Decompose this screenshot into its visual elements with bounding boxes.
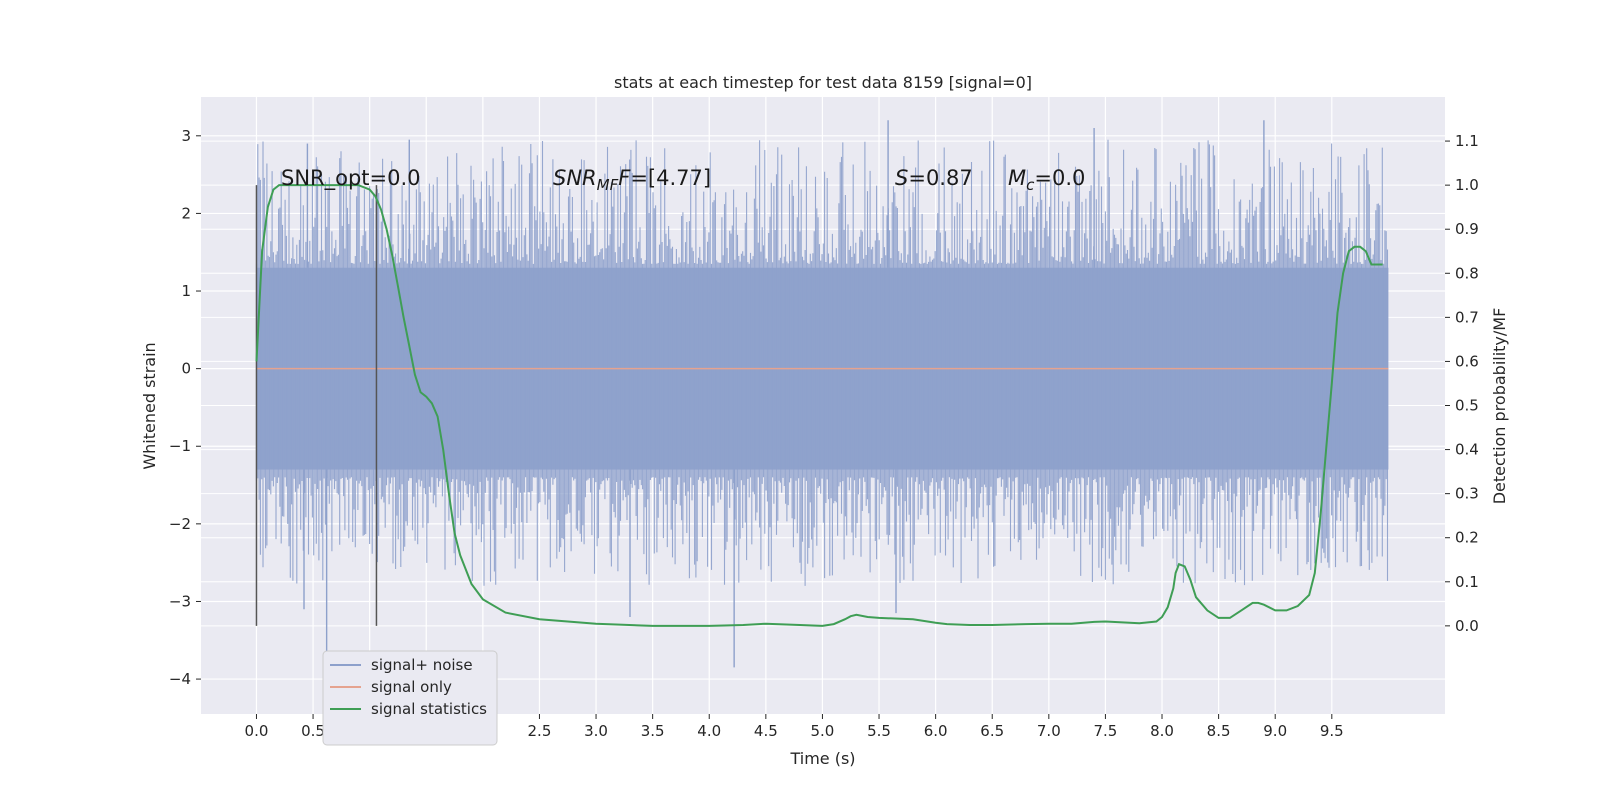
- annotation-snr-mf: SNRMFF=[4.77]: [553, 166, 711, 194]
- x-tick-label: 0.5: [301, 722, 325, 740]
- x-axis-label: Time (s): [789, 749, 855, 768]
- snr-mf-f: F: [618, 166, 631, 190]
- y-left-tick-label: 0: [181, 360, 191, 378]
- y-left-tick-label: −4: [169, 670, 191, 688]
- legend-label-statistics: signal statistics: [371, 700, 487, 718]
- annotation-mc: Mc=0.0: [1008, 166, 1085, 194]
- y-right-tick-labels: 1.1 1.0 0.9 0.8 0.7 0.6 0.5 0.4 0.3 0.2 0.1 0.0: [1445, 132, 1479, 635]
- y-right-tick-label: 0.6: [1455, 352, 1479, 370]
- legend: signal+ noise signal only signal statist…: [322, 650, 498, 746]
- y-left-tick-label: −3: [169, 592, 191, 610]
- snr-mf-main: SNR: [553, 166, 597, 190]
- y-right-tick-label: 0.8: [1455, 264, 1479, 282]
- y-right-tick-label: 0.4: [1455, 441, 1479, 459]
- x-tick-label: 2.5: [528, 722, 552, 740]
- y-right-axis-label: Detection probability/MF: [1490, 308, 1509, 505]
- y-right-tick-label: 0.3: [1455, 485, 1479, 503]
- annotation-snr-opt: SNR_opt=0.0: [281, 166, 421, 191]
- legend-label-signal-only: signal only: [371, 678, 452, 696]
- y-right-tick-label: 0.2: [1455, 529, 1479, 547]
- x-tick-label: 3.5: [641, 722, 665, 740]
- y-left-tick-label: 3: [181, 127, 191, 145]
- y-right-tick-label: 0.1: [1455, 573, 1479, 591]
- snr-mf-val: =[4.77]: [630, 166, 711, 190]
- mc-main: M: [1008, 166, 1026, 190]
- x-tick-label: 6.5: [980, 722, 1004, 740]
- s-val: =0.87: [908, 166, 972, 190]
- x-tick-label: 8.5: [1207, 722, 1231, 740]
- mc-val: =0.0: [1034, 166, 1085, 190]
- legend-box: [322, 650, 498, 746]
- x-tick-label: 5.5: [867, 722, 891, 740]
- y-right-tick-label: 0.7: [1455, 308, 1479, 326]
- y-right-tick-label: 1.0: [1455, 176, 1479, 194]
- legend-label-noise: signal+ noise: [371, 656, 473, 674]
- x-tick-label: 5.0: [811, 722, 835, 740]
- x-tick-label: 0.0: [245, 722, 269, 740]
- y-right-tick-label: 0.0: [1455, 617, 1479, 635]
- y-left-tick-label: −2: [169, 515, 191, 533]
- annotation-s: S=0.87: [895, 166, 973, 190]
- x-tick-label: 9.5: [1320, 722, 1344, 740]
- y-right-tick-label: 1.1: [1455, 132, 1479, 150]
- x-tick-label: 3.0: [584, 722, 608, 740]
- y-left-tick-labels: 3 2 1 0 −1 −2 −3 −4: [169, 127, 201, 688]
- x-tick-label: 7.5: [1093, 722, 1117, 740]
- vertical-markers: [255, 185, 378, 626]
- y-left-tick-label: 1: [181, 282, 191, 300]
- signal-statistics-series: [255, 184, 1383, 627]
- x-tick-label: 6.0: [924, 722, 948, 740]
- y-right-tick-label: 0.9: [1455, 220, 1479, 238]
- x-tick-label: 4.5: [754, 722, 778, 740]
- s-main: S: [895, 166, 908, 190]
- y-right-tick-label: 0.5: [1455, 397, 1479, 415]
- chart-title: stats at each timestep for test data 815…: [614, 73, 1032, 92]
- y-left-axis-label: Whitened strain: [140, 342, 159, 469]
- mc-sub: c: [1026, 176, 1035, 194]
- x-tick-label: 7.0: [1037, 722, 1061, 740]
- x-tick-label: 9.0: [1263, 722, 1287, 740]
- snr-mf-sub: MF: [597, 176, 619, 194]
- y-left-tick-label: −1: [169, 437, 191, 455]
- x-tick-label: 8.0: [1150, 722, 1174, 740]
- y-left-tick-label: 2: [181, 204, 191, 222]
- x-tick-label: 4.0: [697, 722, 721, 740]
